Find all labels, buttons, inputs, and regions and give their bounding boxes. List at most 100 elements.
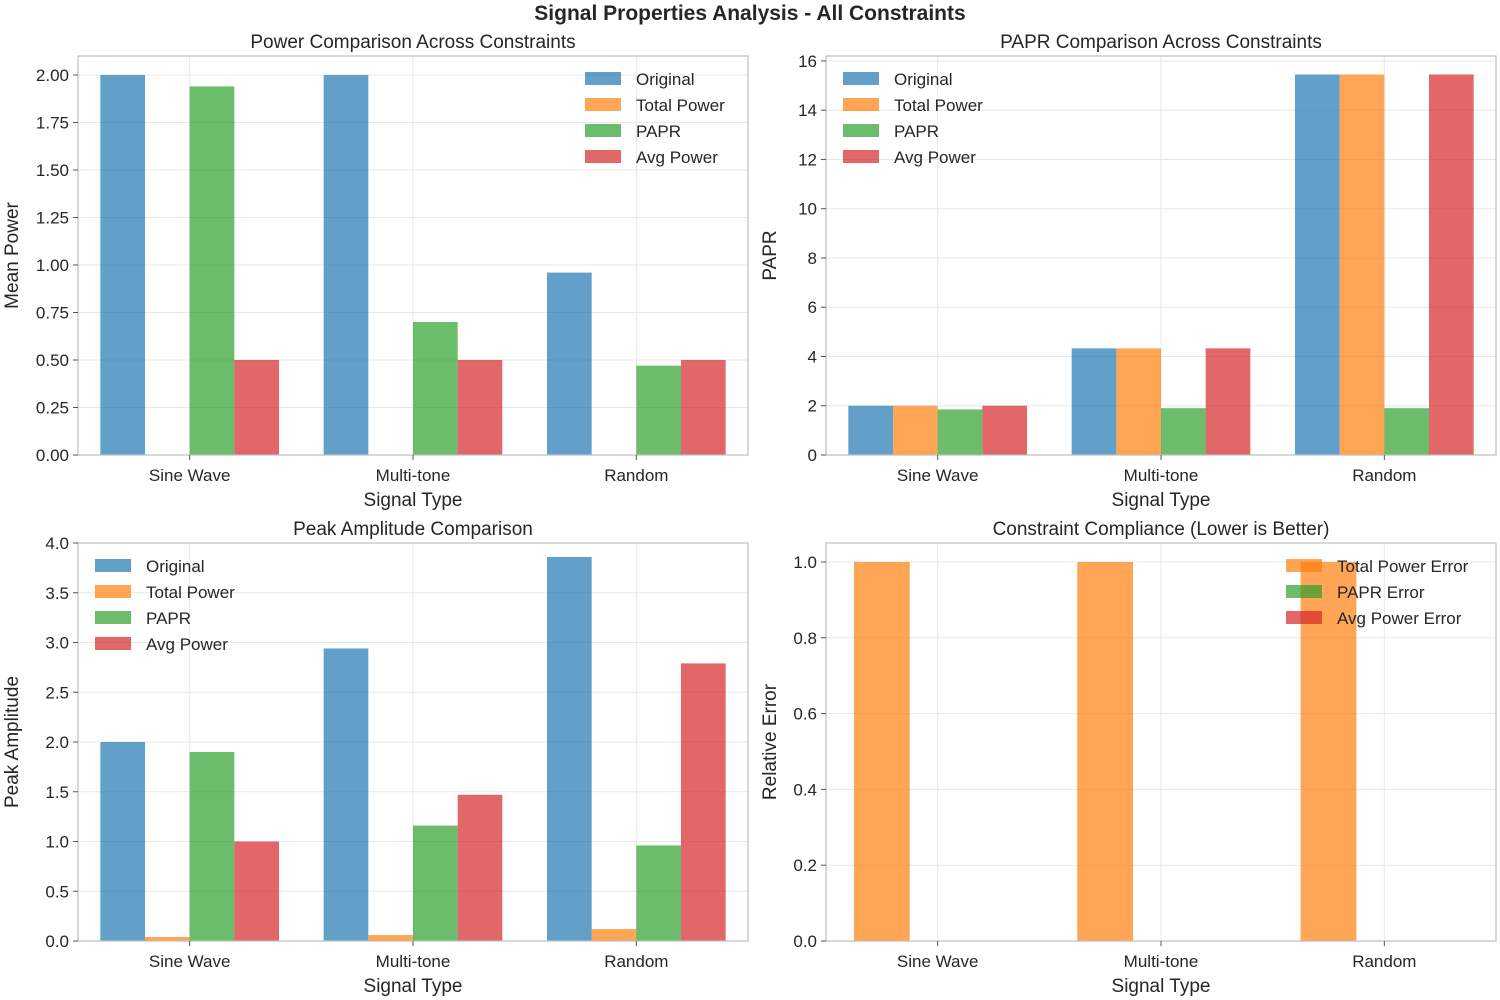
subplot-title: Peak Amplitude Comparison [293,519,533,540]
y-tick-label: 3.0 [45,634,69,653]
x-axis-label: Signal Type [1112,976,1211,997]
legend-label: Avg Power [894,148,976,167]
legend-label: Original [636,70,695,89]
y-tick-label: 0.2 [793,856,817,875]
y-tick-label: 1.5 [45,783,69,802]
subplot-2: 0 2 4 6 8 10 12 14 16 Sine Wave Multi-tone Random PA… [760,32,1497,511]
legend-swatch [843,124,879,137]
y-tick-label: 0.0 [45,932,69,951]
bar-papr-random [636,365,681,455]
bar-original-sine-wave [100,742,145,941]
x-tick-label: Random [604,466,668,485]
legend-swatch [95,559,131,572]
bar-avg-power-random [681,360,726,455]
bar-original-multi-tone [323,75,369,455]
figure-suptitle: Signal Properties Analysis - All Constra… [534,2,965,25]
legend-label: Avg Power [636,148,718,167]
legend-swatch [95,611,131,624]
bar-total-power-sine-wave [145,937,190,941]
y-tick-label: 0.75 [36,304,69,323]
y-tick-label: 8 [808,249,817,268]
bar-papr-sine-wave [937,409,983,455]
y-tick-label: 2.0 [45,733,69,752]
y-tick-label: 0.5 [45,882,69,901]
y-tick-label: 2.5 [45,683,69,702]
subplot-title: Constraint Compliance (Lower is Better) [993,519,1330,540]
legend-swatch [1286,611,1322,624]
legend-swatch [585,98,621,111]
bar-original-sine-wave [848,405,893,455]
bar-original-random [547,556,592,941]
bar-avg-power-random [1429,74,1474,455]
y-tick-label: 1.25 [36,209,69,228]
bar-total-power-random [591,929,637,941]
legend-swatch [843,150,879,163]
y-tick-label: 4.0 [45,534,69,553]
bar-avg-power-sine-wave [234,841,279,941]
legend-label: Total Power Error [1337,557,1469,576]
legend-label: PAPR [636,122,681,141]
x-tick-label: Multi-tone [1124,466,1199,485]
y-tick-label: 3.5 [45,584,69,603]
x-axis-label: Signal Type [1112,490,1211,511]
subplot-title: Power Comparison Across Constraints [250,32,575,53]
bar-original-random [547,272,592,455]
y-tick-label: 12 [798,150,817,169]
subplot-1: 0.00 0.25 0.50 0.75 1.00 1.25 1.50 1.75 2.00 Sine… [2,32,749,511]
y-tick-label: 0.50 [36,351,69,370]
bar-avg-power-multi-tone [1205,348,1251,455]
y-tick-label: 1.00 [36,256,69,275]
x-tick-label: Random [1352,952,1416,971]
y-tick-label: 0.4 [793,780,817,799]
y-tick-label: 14 [798,101,817,120]
bar-papr-sine-wave [189,751,235,941]
y-tick-label: 1.0 [45,833,69,852]
bar-original-multi-tone [323,648,369,941]
y-tick-label: 1.75 [36,114,69,133]
bar-original-random [1295,74,1340,455]
legend-label: Original [146,557,205,576]
y-tick-label: 0.0 [793,932,817,951]
x-tick-label: Sine Wave [897,952,979,971]
bar-avg-power-sine-wave [982,405,1027,455]
legend: Original Total Power PAPR Avg Power [585,70,725,167]
y-tick-label: 1.50 [36,161,69,180]
bar-papr-multi-tone [1161,408,1206,455]
y-tick-label: 2 [808,397,817,416]
y-tick-label: 16 [798,52,817,71]
x-axis-label: Signal Type [364,490,463,511]
bar-avg-power-sine-wave [234,360,279,455]
bar-papr-random [1384,408,1429,455]
bar-avg-power-random [681,663,726,941]
legend-label: PAPR [146,609,191,628]
legend: Original Total Power PAPR Avg Power [843,70,983,167]
y-tick-label: 2.00 [36,66,69,85]
x-tick-label: Sine Wave [149,466,231,485]
legend-label: Total Power [894,96,983,115]
y-axis-label: PAPR [760,230,781,280]
legend-label: Total Power [636,96,725,115]
y-tick-label: 0.6 [793,705,817,724]
y-axis-label: Peak Amplitude [2,676,23,808]
legend-swatch [95,637,131,650]
x-tick-label: Sine Wave [897,466,979,485]
legend-label: PAPR [894,122,939,141]
bar-papr-sine-wave [189,86,235,456]
y-tick-label: 10 [798,200,817,219]
x-tick-label: Multi-tone [376,952,451,971]
legend: Original Total Power PAPR Avg Power [95,557,235,654]
bar-avg-power-multi-tone [457,794,503,941]
legend-swatch [1286,559,1322,572]
x-axis-label: Signal Type [364,976,463,997]
legend-swatch [585,72,621,85]
x-tick-label: Random [604,952,668,971]
legend-label: PAPR Error [1337,583,1425,602]
legend-swatch [95,585,131,598]
y-tick-label: 0.25 [36,399,69,418]
bar-papr-multi-tone [413,322,458,455]
bar-original-sine-wave [100,75,145,455]
subplot-4: 0.0 0.2 0.4 0.6 0.8 1.0 Sine Wave Multi-tone Ran… [760,519,1497,997]
legend-swatch [843,98,879,111]
bar-total-power-error-multi-tone [1077,561,1134,941]
